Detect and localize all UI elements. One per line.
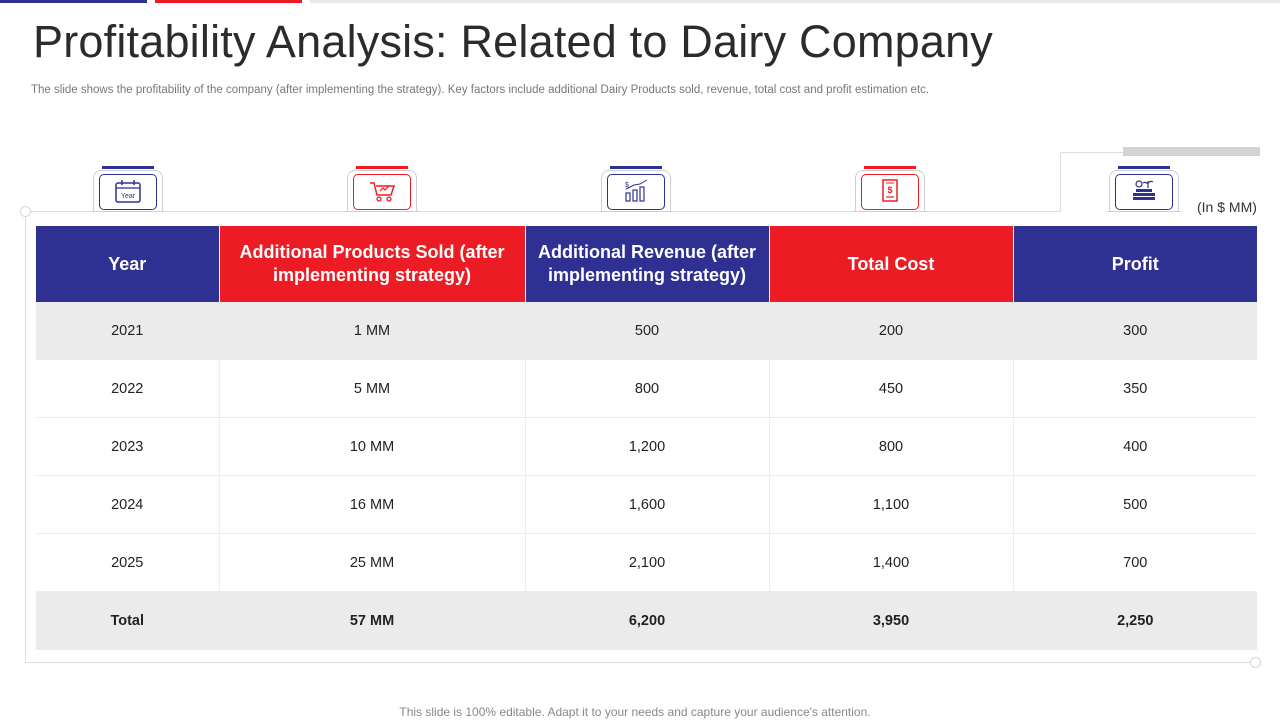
- cell-year: 2021: [36, 302, 220, 360]
- total-products-sold: 57 MM: [219, 591, 526, 650]
- header-year: Year: [36, 226, 220, 302]
- unit-note: (In $ MM): [1197, 199, 1257, 215]
- cell-total-cost: 450: [769, 359, 1014, 418]
- icon-box-cost: $: [853, 166, 927, 212]
- top-accent-gray: [310, 0, 1280, 3]
- revenue-symbol: $: [625, 182, 629, 189]
- cell-revenue: 800: [525, 359, 770, 418]
- total-cost: 3,950: [769, 591, 1014, 650]
- cell-products-sold: 16 MM: [219, 475, 526, 534]
- cell-profit: 500: [1013, 475, 1257, 534]
- frame-top-line: [25, 211, 1061, 212]
- cell-year: 2025: [36, 533, 220, 592]
- profitability-table: Year Additional Products Sold (after imp…: [36, 226, 1257, 650]
- table-total-row: Total 57 MM 6,200 3,950 2,250: [36, 591, 1257, 650]
- table-row: 2025 25 MM 2,100 1,400 700: [36, 533, 1257, 592]
- cell-total-cost: 800: [769, 417, 1014, 476]
- calendar-icon: Year: [115, 180, 141, 203]
- invoice-symbol: $: [887, 185, 892, 195]
- cell-revenue: 1,600: [525, 475, 770, 534]
- icon-box-year: Year: [91, 166, 165, 212]
- cell-revenue: 2,100: [525, 533, 770, 592]
- cell-total-cost: 200: [769, 302, 1014, 360]
- icon-box-products: [345, 166, 419, 212]
- cell-profit: 700: [1013, 533, 1257, 592]
- cell-revenue: 500: [525, 302, 770, 360]
- total-profit: 2,250: [1013, 591, 1257, 650]
- top-accent-red: [155, 0, 302, 3]
- page-subtitle: The slide shows the profitability of the…: [31, 84, 930, 96]
- icon-box-profit: [1107, 166, 1181, 212]
- cell-products-sold: 1 MM: [219, 302, 526, 360]
- total-label: Total: [36, 591, 220, 650]
- frame-step-horizontal: [1060, 152, 1124, 153]
- cell-revenue: 1,200: [525, 417, 770, 476]
- cell-profit: 300: [1013, 302, 1257, 360]
- header-profit: Profit: [1013, 226, 1257, 302]
- table-row: 2021 1 MM 500 200 300: [36, 302, 1257, 360]
- frame-dot-left: [20, 206, 31, 217]
- revenue-chart-icon: $: [625, 179, 648, 202]
- table-row: 2024 16 MM 1,600 1,100 500: [36, 475, 1257, 534]
- cell-profit: 350: [1013, 359, 1257, 418]
- page-title: Profitability Analysis: Related to Dairy…: [33, 16, 994, 67]
- header-products-sold: Additional Products Sold (after implemen…: [219, 226, 526, 302]
- cell-profit: 400: [1013, 417, 1257, 476]
- cell-total-cost: 1,400: [769, 533, 1014, 592]
- cell-products-sold: 10 MM: [219, 417, 526, 476]
- header-revenue: Additional Revenue (after implementing s…: [525, 226, 770, 302]
- cell-year: 2023: [36, 417, 220, 476]
- cell-products-sold: 5 MM: [219, 359, 526, 418]
- table-row: 2022 5 MM 800 450 350: [36, 359, 1257, 418]
- frame-bottom-line: [25, 662, 1255, 663]
- total-revenue: 6,200: [525, 591, 770, 650]
- frame-dot-right: [1250, 657, 1261, 668]
- cell-products-sold: 25 MM: [219, 533, 526, 592]
- frame-left-line: [25, 211, 26, 662]
- frame-step-vertical: [1060, 152, 1061, 212]
- header-total-cost: Total Cost: [769, 226, 1014, 302]
- footer-note: This slide is 100% editable. Adapt it to…: [399, 705, 871, 719]
- table-row: 2023 10 MM 1,200 800 400: [36, 417, 1257, 476]
- cell-total-cost: 1,100: [769, 475, 1014, 534]
- cell-year: 2022: [36, 359, 220, 418]
- table-header-row: Year Additional Products Sold (after imp…: [36, 226, 1257, 302]
- calendar-label: Year: [121, 193, 136, 200]
- cell-year: 2024: [36, 475, 220, 534]
- invoice-icon: $: [882, 179, 898, 202]
- top-accent-blue: [0, 0, 147, 3]
- money-growth-icon: [1133, 180, 1155, 200]
- icon-box-revenue: $: [599, 166, 673, 212]
- accent-gray-bar: [1123, 147, 1260, 156]
- shopping-cart-icon: [370, 182, 396, 202]
